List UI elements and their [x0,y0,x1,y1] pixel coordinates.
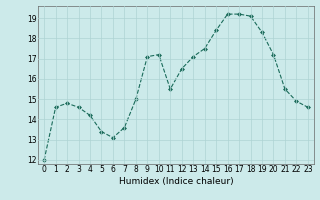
X-axis label: Humidex (Indice chaleur): Humidex (Indice chaleur) [119,177,233,186]
